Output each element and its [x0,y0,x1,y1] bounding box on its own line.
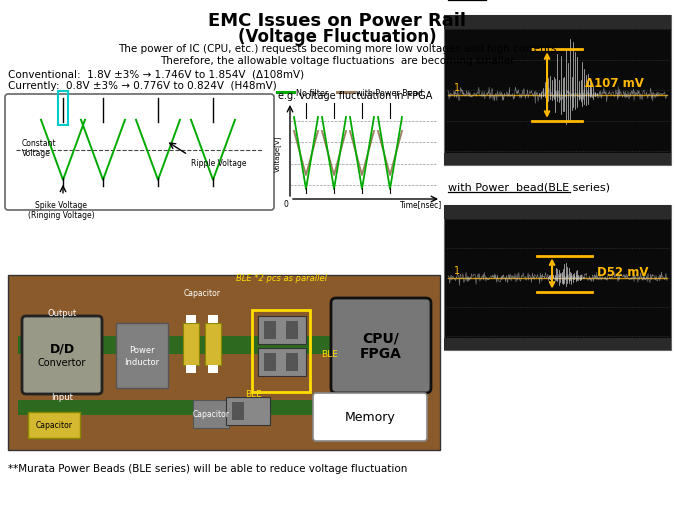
Text: Capacitor: Capacitor [184,288,221,297]
Text: D/D: D/D [49,342,74,355]
Bar [116,323,168,388]
Bar [286,321,298,339]
FancyBboxPatch shape [22,316,102,394]
Text: Δ107 mV: Δ107 mV [585,76,643,89]
Text: 0: 0 [283,199,288,209]
Bar [193,400,229,428]
Text: 1: 1 [454,265,460,275]
Text: Input: Input [51,392,73,401]
Bar [444,206,671,350]
Text: 1: 1 [454,82,460,92]
Text: The power of IC (CPU, etc.) requests becoming more low voltages and high current: The power of IC (CPU, etc.) requests bec… [118,44,556,54]
Bar [286,354,298,371]
Text: Spike Voltage
(Ringing Voltage): Spike Voltage (Ringing Voltage) [28,200,94,220]
Text: with Power Bead: with Power Bead [356,88,423,97]
Bar [183,323,199,365]
Bar [8,275,440,450]
Bar [28,412,80,438]
Text: BLE: BLE [321,349,338,358]
Bar [208,365,218,373]
Text: BLE: BLE [246,389,263,398]
Text: Capacitor: Capacitor [36,421,72,430]
Text: Output: Output [47,309,77,317]
FancyBboxPatch shape [331,298,431,393]
FancyBboxPatch shape [313,393,427,441]
Bar [444,206,671,220]
Text: (Voltage Fluctuation): (Voltage Fluctuation) [238,28,436,46]
Text: FPGA: FPGA [360,347,402,361]
Text: e.g. voltage fluctuation in FPGA: e.g. voltage fluctuation in FPGA [277,91,432,101]
FancyBboxPatch shape [5,95,274,211]
Bar [186,365,196,373]
Text: Conventional:  1.8V ±3% → 1.746V to 1.854V  (Δ108mV): Conventional: 1.8V ±3% → 1.746V to 1.854… [8,69,304,79]
Text: Ripple Voltage: Ripple Voltage [191,159,246,168]
Bar [444,16,671,166]
Bar [252,311,310,392]
Text: Power: Power [129,345,155,355]
Text: Voltage[V]: Voltage[V] [275,135,281,172]
Bar [264,354,276,371]
Bar [264,321,276,339]
Text: Therefore, the allowable voltage fluctuations  are becoming smaller: Therefore, the allowable voltage fluctua… [160,56,514,66]
Bar [18,400,321,415]
Text: CPU/: CPU/ [362,331,400,345]
Text: Currently:  0.8V ±3% → 0.776V to 0.824V  (H48mV): Currently: 0.8V ±3% → 0.776V to 0.824V (… [8,81,277,91]
Bar [232,402,244,420]
Bar [18,336,430,354]
Bar [258,348,306,376]
Bar [186,316,196,323]
Bar [444,338,671,350]
Text: EMC Issues on Power Rail: EMC Issues on Power Rail [208,12,466,30]
Bar [208,316,218,323]
Text: Capacitor: Capacitor [192,410,230,419]
Text: D52 mV: D52 mV [597,266,649,278]
Text: Time[nsec]: Time[nsec] [400,199,442,209]
Bar [444,154,671,166]
Bar [205,323,221,365]
Text: Inductor: Inductor [124,358,159,366]
Text: **Murata Power Beads (BLE series) will be able to reduce voltage fluctuation: **Murata Power Beads (BLE series) will b… [8,463,408,473]
Text: Constant
Voltage: Constant Voltage [22,139,57,158]
Bar [258,316,306,344]
Bar [226,397,270,425]
Text: with Power  bead(BLE series): with Power bead(BLE series) [448,182,610,191]
Text: Convertor: Convertor [38,358,86,367]
Text: Memory: Memory [345,411,396,424]
Bar [444,16,671,30]
Bar [58,91,68,126]
Text: BLE *2 pcs as parallel: BLE *2 pcs as parallel [236,274,327,282]
Text: No filter: No filter [296,88,328,97]
